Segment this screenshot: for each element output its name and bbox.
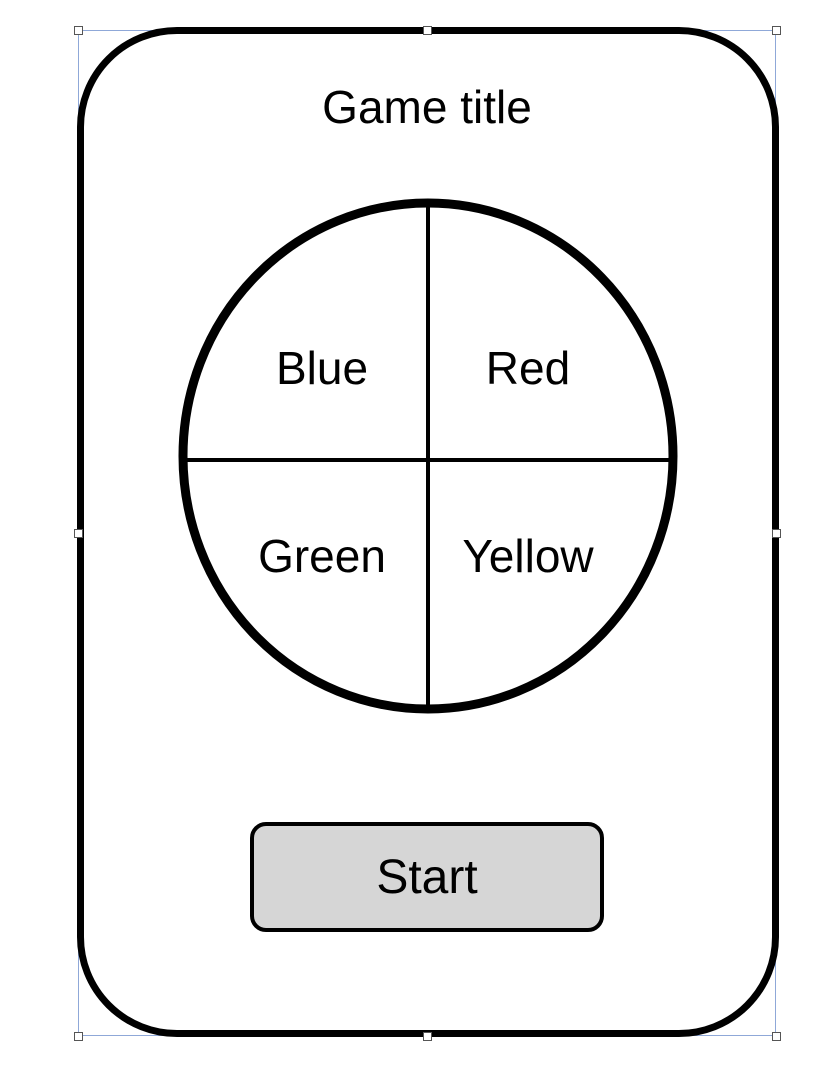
wheel-segment-green[interactable]: Green [258,530,386,582]
resize-handle-bottom[interactable] [423,1032,432,1041]
color-wheel-graphic [178,198,678,714]
wheel-segment-yellow[interactable]: Yellow [462,530,594,582]
start-button[interactable]: Start [250,822,604,932]
wheel-segment-blue[interactable]: Blue [275,342,369,394]
resize-handle-bottom-left[interactable] [74,1032,83,1041]
resize-handle-bottom-right[interactable] [772,1032,781,1041]
resize-handle-right[interactable] [772,529,781,538]
color-wheel: Blue Red Green Yellow [178,198,678,714]
game-title: Game title [322,81,532,133]
wheel-segment-red[interactable]: Red [485,342,571,394]
resize-handle-top[interactable] [423,26,432,35]
resize-handle-top-left[interactable] [74,26,83,35]
resize-handle-left[interactable] [74,529,83,538]
resize-handle-top-right[interactable] [772,26,781,35]
